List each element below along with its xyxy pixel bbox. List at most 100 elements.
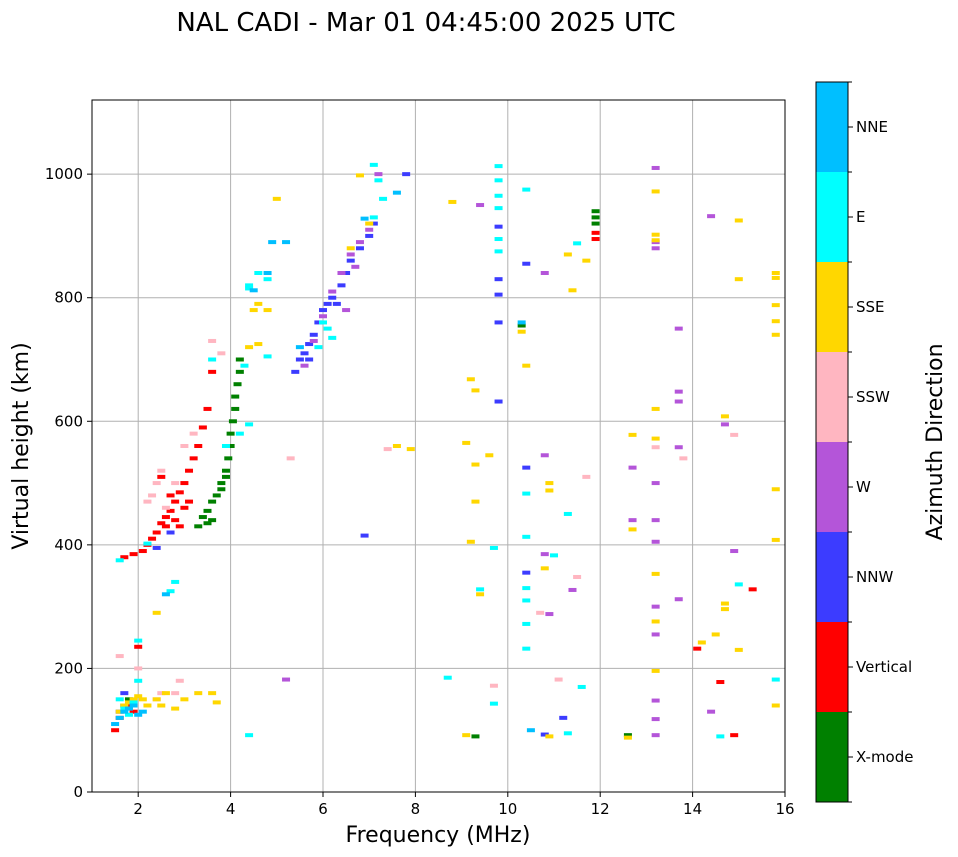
point-sse (720, 414, 729, 419)
point-ssw (730, 432, 739, 437)
point-sse (545, 734, 554, 739)
point-sse (152, 697, 161, 702)
point-x-mode (208, 499, 217, 504)
point-vertical (111, 728, 120, 733)
colorbar-title: Azimuth Direction (923, 343, 948, 540)
point-vertical (198, 425, 207, 430)
point-w (300, 363, 309, 368)
point-x-mode (224, 456, 233, 461)
point-vertical (194, 444, 203, 448)
point-e (143, 541, 152, 546)
point-w (651, 518, 660, 523)
point-sse (771, 303, 780, 308)
point-nnw (522, 261, 531, 266)
point-vertical (591, 230, 600, 235)
colorbar-label: W (856, 478, 871, 496)
point-vertical (208, 369, 217, 374)
point-e (522, 491, 531, 496)
point-ssw (152, 481, 161, 486)
point-e (550, 553, 558, 558)
point-w (319, 314, 327, 319)
point-sse (466, 377, 475, 382)
point-ssw (134, 666, 143, 671)
point-e (245, 733, 254, 738)
point-w (540, 453, 549, 458)
point-w (346, 252, 355, 257)
point-sse (771, 703, 780, 708)
point-w (540, 552, 549, 557)
point-vertical (203, 406, 212, 411)
point-e (115, 697, 124, 702)
y-axis-label: Virtual height (km) (9, 342, 34, 549)
point-sse (623, 735, 632, 740)
point-ssw (536, 610, 545, 615)
point-nnw (314, 320, 323, 325)
point-sse (143, 703, 152, 708)
point-nnw (494, 292, 503, 297)
point-e (522, 646, 531, 651)
point-sse (651, 189, 660, 194)
point-nnw (120, 691, 129, 696)
point-vertical (129, 552, 138, 557)
point-w (707, 709, 716, 714)
point-vertical (134, 644, 143, 649)
point-w (674, 445, 683, 450)
point-x-mode (217, 481, 226, 486)
point-sse (485, 453, 494, 458)
point-nne (161, 592, 170, 597)
point-sse (212, 700, 221, 705)
point-x-mode (471, 734, 480, 739)
point-e (221, 444, 230, 448)
point-sse (734, 218, 743, 223)
point-e (734, 582, 743, 587)
point-sse (365, 221, 374, 226)
point-nne (249, 288, 258, 293)
point-sse (462, 733, 471, 738)
point-sse (771, 487, 780, 492)
colorbar-label: SSW (856, 388, 890, 406)
point-e (494, 178, 503, 183)
point-e (563, 731, 572, 736)
point-e (494, 193, 503, 198)
point-e (120, 706, 129, 711)
point-ssw (161, 505, 170, 510)
point-sse (466, 539, 475, 544)
point-e (254, 271, 263, 275)
point-x-mode (591, 221, 600, 226)
point-vertical (129, 709, 138, 714)
point-nnw (494, 399, 503, 404)
point-e (771, 677, 780, 682)
point-sse (522, 363, 531, 368)
point-sse (545, 481, 554, 486)
point-nnw (360, 533, 369, 538)
point-sse (545, 488, 554, 493)
point-sse (263, 308, 272, 313)
point-nnw (369, 221, 378, 226)
point-sse (254, 301, 263, 306)
point-e (124, 712, 133, 717)
point-e (522, 621, 531, 626)
point-nnw (295, 357, 304, 362)
point-sse (651, 619, 660, 624)
point-sse (651, 238, 660, 243)
point-sse (157, 703, 166, 708)
point-e (369, 215, 378, 220)
point-e (489, 545, 498, 550)
point-sse (734, 647, 743, 652)
point-e (319, 320, 327, 325)
point-w (282, 677, 291, 682)
point-w (309, 338, 318, 343)
point-e (314, 345, 323, 350)
point-x-mode (203, 508, 212, 513)
point-nne (526, 728, 535, 733)
point-sse (540, 566, 549, 571)
point-sse (582, 258, 591, 263)
y-tick-label: 800 (54, 289, 83, 307)
point-sse (628, 527, 637, 532)
point-vertical (171, 499, 180, 504)
point-nne (120, 709, 129, 714)
colorbar-label: NNW (856, 568, 893, 586)
point-nnw (522, 465, 531, 470)
point-e (129, 700, 138, 705)
point-sse (392, 444, 401, 448)
